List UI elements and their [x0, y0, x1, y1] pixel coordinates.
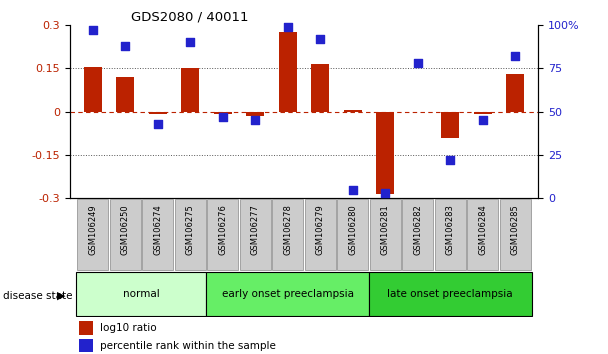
Text: GSM106277: GSM106277: [250, 204, 260, 255]
Point: [250, 118, 260, 123]
Point: [120, 43, 130, 48]
Point: [316, 36, 325, 41]
Bar: [376, 112, 394, 194]
Text: GDS2080 / 40011: GDS2080 / 40011: [131, 11, 248, 24]
FancyBboxPatch shape: [77, 199, 108, 270]
Text: normal: normal: [123, 289, 160, 299]
Text: percentile rank within the sample: percentile rank within the sample: [100, 341, 276, 350]
FancyBboxPatch shape: [109, 199, 141, 270]
Bar: [441, 112, 459, 138]
FancyBboxPatch shape: [207, 199, 238, 270]
FancyBboxPatch shape: [369, 272, 531, 316]
Text: GSM106274: GSM106274: [153, 204, 162, 255]
Text: GSM106284: GSM106284: [478, 204, 487, 255]
FancyBboxPatch shape: [174, 199, 206, 270]
Bar: [311, 64, 329, 112]
FancyBboxPatch shape: [240, 199, 271, 270]
Bar: [214, 112, 232, 114]
FancyBboxPatch shape: [207, 272, 369, 316]
FancyBboxPatch shape: [142, 199, 173, 270]
Text: GSM106249: GSM106249: [88, 204, 97, 255]
Point: [185, 39, 195, 45]
Bar: [79, 339, 94, 352]
Text: early onset preeclampsia: early onset preeclampsia: [222, 289, 354, 299]
Point: [218, 114, 227, 120]
Bar: [79, 321, 94, 335]
Point: [88, 27, 97, 33]
Point: [348, 187, 358, 193]
Text: GSM106282: GSM106282: [413, 204, 423, 255]
Text: GSM106283: GSM106283: [446, 204, 455, 255]
Text: GSM106278: GSM106278: [283, 204, 292, 255]
Point: [446, 157, 455, 163]
Text: GSM106275: GSM106275: [185, 204, 195, 255]
Text: log10 ratio: log10 ratio: [100, 323, 157, 333]
FancyBboxPatch shape: [77, 272, 207, 316]
Text: GSM106285: GSM106285: [511, 204, 520, 255]
Text: ▶: ▶: [57, 291, 66, 301]
Bar: [116, 77, 134, 112]
Point: [153, 121, 162, 126]
FancyBboxPatch shape: [435, 199, 466, 270]
Bar: [506, 74, 524, 112]
Text: GSM106280: GSM106280: [348, 204, 358, 255]
FancyBboxPatch shape: [337, 199, 368, 270]
Bar: [474, 112, 492, 114]
Text: late onset preeclampsia: late onset preeclampsia: [387, 289, 513, 299]
Point: [381, 190, 390, 196]
Bar: [84, 67, 102, 112]
Text: disease state: disease state: [3, 291, 72, 301]
FancyBboxPatch shape: [272, 199, 303, 270]
Bar: [344, 110, 362, 112]
Text: GSM106250: GSM106250: [121, 204, 130, 255]
Bar: [246, 112, 264, 116]
Point: [413, 60, 423, 66]
Text: GSM106276: GSM106276: [218, 204, 227, 255]
FancyBboxPatch shape: [467, 199, 499, 270]
Bar: [279, 32, 297, 112]
Bar: [181, 68, 199, 112]
Point: [283, 24, 292, 29]
Point: [511, 53, 520, 59]
Bar: [149, 112, 167, 114]
FancyBboxPatch shape: [370, 199, 401, 270]
FancyBboxPatch shape: [305, 199, 336, 270]
Text: GSM106281: GSM106281: [381, 204, 390, 255]
Point: [478, 118, 488, 123]
FancyBboxPatch shape: [402, 199, 434, 270]
Text: GSM106279: GSM106279: [316, 204, 325, 255]
FancyBboxPatch shape: [500, 199, 531, 270]
